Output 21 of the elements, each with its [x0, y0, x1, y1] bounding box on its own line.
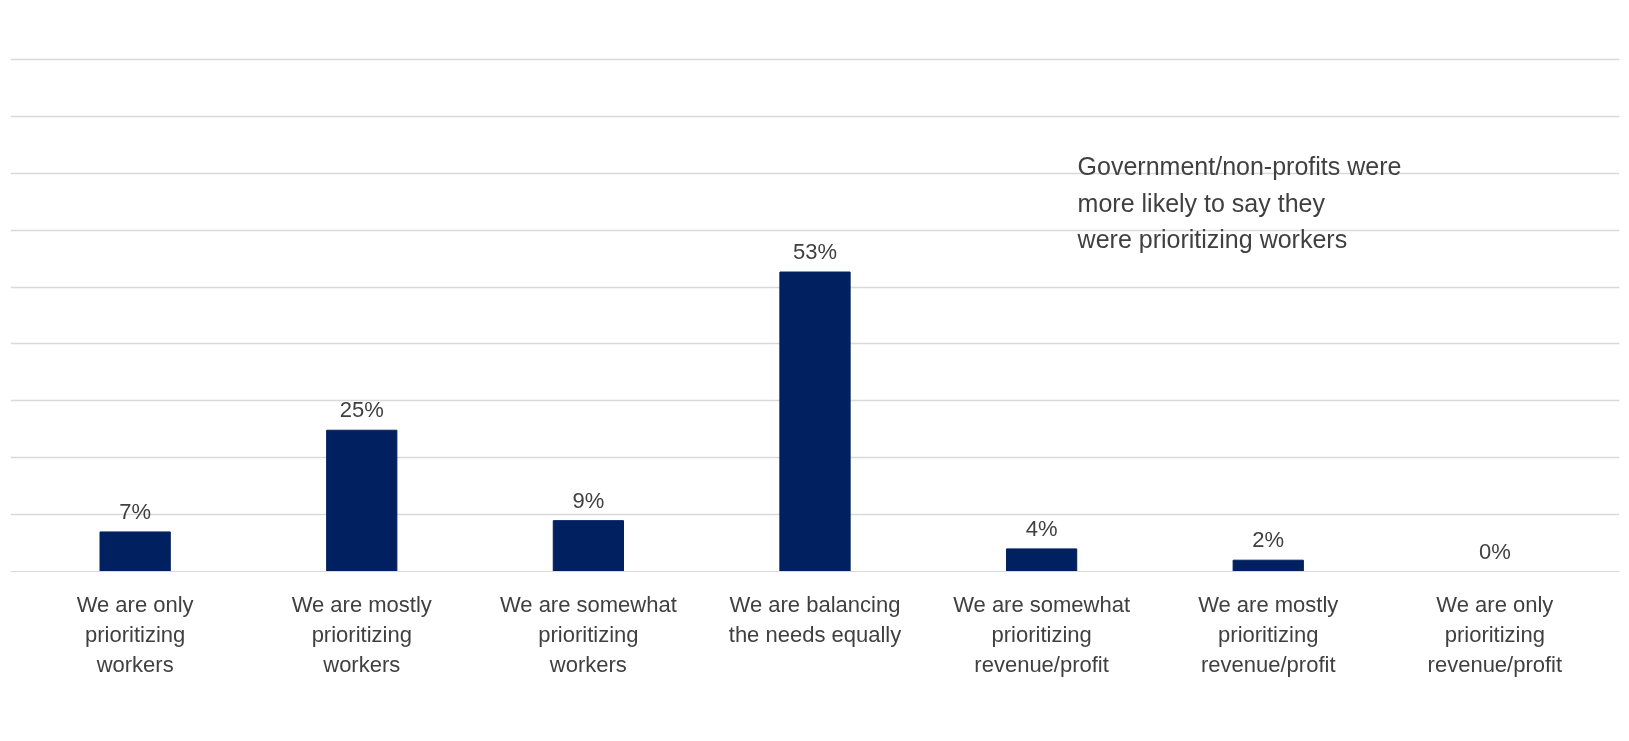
x-tick-label: We are only prioritizing workers [76, 591, 194, 677]
x-tick-label: We are mostly prioritizing revenue/profit [1198, 591, 1339, 677]
data-label: 4% [1025, 515, 1058, 541]
bar [779, 271, 851, 572]
bar [1005, 548, 1078, 572]
x-tick-label: We are mostly prioritizing workers [291, 591, 432, 677]
data-label: 0% [1478, 538, 1511, 564]
bar [552, 520, 625, 572]
text: Government/non-profits were more likely to say they were prioritizing workers [1076, 152, 1402, 254]
x-tick-label: We are balancing the needs equally [728, 591, 902, 647]
data-label: 2% [1252, 527, 1285, 553]
bar [99, 531, 171, 572]
x-tick-label: We are somewhat prioritizing workers [499, 591, 677, 677]
data-label: 9% [572, 487, 605, 513]
x-tick-label: We are somewhat prioritizing revenue/profit [953, 591, 1131, 677]
x-tick-label: We are only prioritizing revenue/profit [1427, 591, 1563, 677]
bar [1232, 559, 1304, 572]
data-label: 25% [339, 397, 384, 423]
data-label: 53% [792, 239, 838, 265]
data-label: 7% [119, 498, 152, 524]
bar [326, 429, 398, 572]
